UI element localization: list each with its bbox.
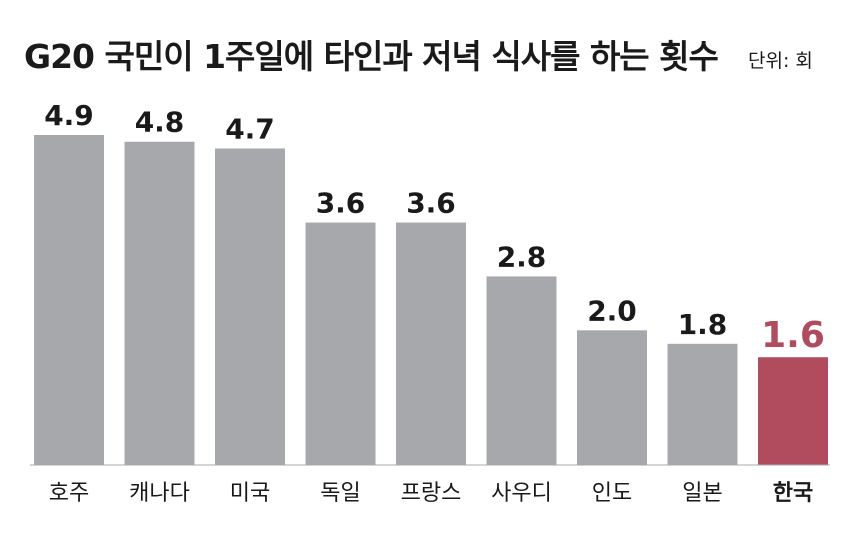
value-label-4: 3.6 <box>316 187 366 220</box>
bar-1 <box>34 135 104 465</box>
bar-2 <box>124 141 195 466</box>
bar-6 <box>486 276 557 465</box>
category-label-4: 독일 <box>320 481 360 506</box>
unit-label: 단위: 회 <box>748 50 813 72</box>
bar-3 <box>215 148 285 465</box>
bar-5 <box>396 222 466 465</box>
value-label-2: 4.8 <box>135 106 185 139</box>
category-label-9: 한국 <box>773 481 813 506</box>
bar-8 <box>667 343 738 465</box>
category-label-6: 사우디 <box>491 481 552 506</box>
value-label-8: 1.8 <box>678 308 728 341</box>
category-label-5: 프랑스 <box>401 481 462 506</box>
category-label-7: 인도 <box>592 481 632 506</box>
value-label-9: 1.6 <box>761 315 825 356</box>
bar-4 <box>305 222 376 465</box>
value-label-3: 4.7 <box>225 112 275 145</box>
value-label-5: 3.6 <box>406 187 456 220</box>
category-label-8: 일본 <box>682 481 722 506</box>
category-label-1: 호주 <box>49 481 89 506</box>
value-label-7: 2.0 <box>587 294 637 327</box>
bar-9 <box>758 357 828 465</box>
value-label-1: 4.9 <box>44 99 94 132</box>
category-label-3: 미국 <box>230 481 270 506</box>
bar-7 <box>577 330 647 465</box>
value-label-6: 2.8 <box>497 240 547 273</box>
category-label-2: 캐나다 <box>129 481 190 506</box>
chart-title: G20 국민이 1주일에 타인과 저녁 식사를 하는 횟수 <box>24 37 719 76</box>
